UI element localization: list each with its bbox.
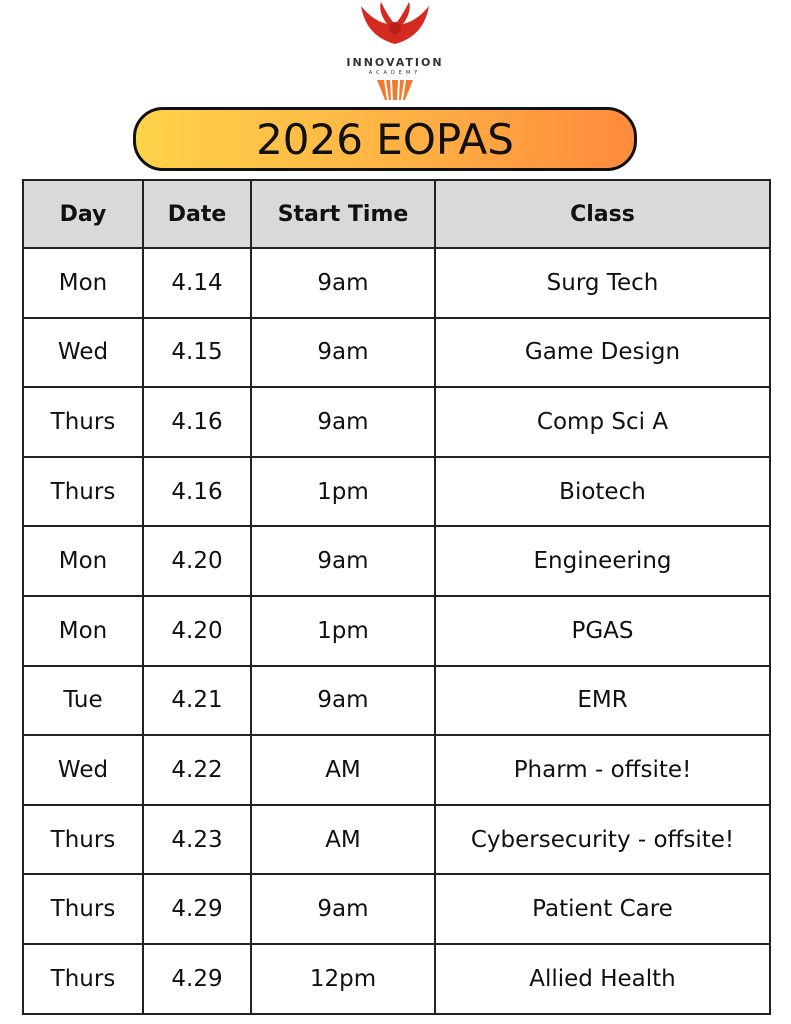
logo: INNOVATION ACADEMY	[346, 2, 443, 101]
table-cell: Pharm - offsite!	[434, 734, 771, 806]
table-cell: 9am	[250, 316, 436, 389]
table-cell: Thurs	[22, 942, 144, 1015]
table-cell: AM	[250, 803, 436, 876]
table-row: Wed 4.15 9am Game Design	[22, 316, 771, 389]
table-cell: 4.16	[142, 455, 252, 528]
logo-head	[389, 22, 401, 34]
table-cell: Wed	[22, 734, 144, 806]
logo-subtitle: ACADEMY	[369, 70, 422, 76]
header-cell: Date	[142, 179, 252, 249]
table-cell: 4.23	[142, 803, 252, 876]
table-cell: Mon	[22, 594, 144, 667]
table-cell: Thurs	[22, 386, 144, 458]
title: 2026 EOPAS	[133, 107, 637, 171]
table-cell: Allied Health	[434, 942, 771, 1015]
table-cell: 1pm	[250, 594, 436, 667]
table-cell: Mon	[22, 247, 144, 319]
table-cell: 1pm	[250, 455, 436, 528]
table-cell: 9am	[250, 525, 436, 597]
table-row: Thurs 4.16 1pm Biotech	[22, 455, 771, 528]
table-cell: 4.14	[142, 247, 252, 319]
table-cell: 4.21	[142, 664, 252, 737]
table-cell: 9am	[250, 247, 436, 319]
logo-rays	[384, 79, 406, 101]
logo-name: INNOVATION	[346, 56, 443, 69]
table-cell: Engineering	[434, 525, 771, 597]
table-row: Mon 4.14 9am Surg Tech	[22, 247, 771, 319]
table-cell: Wed	[22, 316, 144, 389]
table-cell: 9am	[250, 664, 436, 737]
table-cell: 4.29	[142, 873, 252, 945]
logo-bird	[361, 2, 429, 44]
table-row: Tue 4.21 9am EMR	[22, 664, 771, 737]
table-cell: Comp Sci A	[434, 386, 771, 458]
table-row: Thurs 4.29 12pm Allied Health	[22, 942, 771, 1015]
table-cell: 4.20	[142, 525, 252, 597]
table-cell: 4.29	[142, 942, 252, 1015]
table-cell: Game Design	[434, 316, 771, 389]
header-cell: Day	[22, 179, 144, 249]
logo-base	[377, 80, 413, 100]
table-row: Mon 4.20 9am Engineering	[22, 525, 771, 597]
header-cell: Class	[434, 179, 771, 249]
table-cell: Thurs	[22, 803, 144, 876]
table-cell: Biotech	[434, 455, 771, 528]
table-cell: Surg Tech	[434, 247, 771, 319]
table-cell: Cybersecurity - offsite!	[434, 803, 771, 876]
header-row: Day Date Start Time Class	[22, 179, 771, 249]
table-cell: Tue	[22, 664, 144, 737]
table-cell: EMR	[434, 664, 771, 737]
table-cell: Thurs	[22, 873, 144, 945]
table-cell: PGAS	[434, 594, 771, 667]
table-cell: Thurs	[22, 455, 144, 528]
table-cell: 4.22	[142, 734, 252, 806]
table-cell: 12pm	[250, 942, 436, 1015]
table-cell: 4.15	[142, 316, 252, 389]
table-body: Mon 4.14 9am Surg Tech Wed 4.15 9am Game Design…	[22, 247, 771, 1015]
table-cell: AM	[250, 734, 436, 806]
schedule-table: Day Date Start Time Class Mon 4.14 9am Surg Te…	[22, 179, 771, 1015]
table-row: Thurs 4.23 AM Cybersecurity - offsite!	[22, 803, 771, 876]
table-cell: 4.20	[142, 594, 252, 667]
table-row: Thurs 4.16 9am Comp Sci A	[22, 386, 771, 458]
table-row: Wed 4.22 AM Pharm - offsite!	[22, 734, 771, 806]
table-cell: 9am	[250, 873, 436, 945]
table-row: Thurs 4.29 9am Patient Care	[22, 873, 771, 945]
table-cell: 4.16	[142, 386, 252, 458]
table-cell: Mon	[22, 525, 144, 597]
table-row: Mon 4.20 1pm PGAS	[22, 594, 771, 667]
header-cell: Start Time	[250, 179, 436, 249]
table-cell: 9am	[250, 386, 436, 458]
table-cell: Patient Care	[434, 873, 771, 945]
